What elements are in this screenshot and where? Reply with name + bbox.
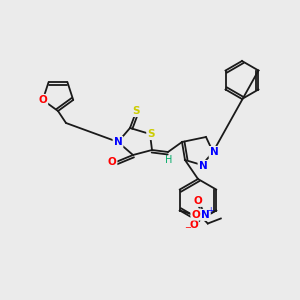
Text: S: S — [132, 106, 140, 116]
Text: H: H — [165, 155, 173, 165]
Text: O: O — [38, 95, 47, 105]
Text: S: S — [147, 129, 155, 139]
Text: N: N — [199, 161, 207, 171]
Text: O: O — [189, 220, 198, 230]
Text: +: + — [207, 206, 214, 215]
Text: N: N — [210, 147, 218, 157]
Text: O: O — [108, 157, 116, 167]
Text: −: − — [184, 224, 191, 232]
Text: N: N — [201, 210, 210, 220]
Text: O: O — [191, 209, 200, 220]
Text: O: O — [193, 196, 202, 206]
Text: N: N — [114, 137, 122, 147]
